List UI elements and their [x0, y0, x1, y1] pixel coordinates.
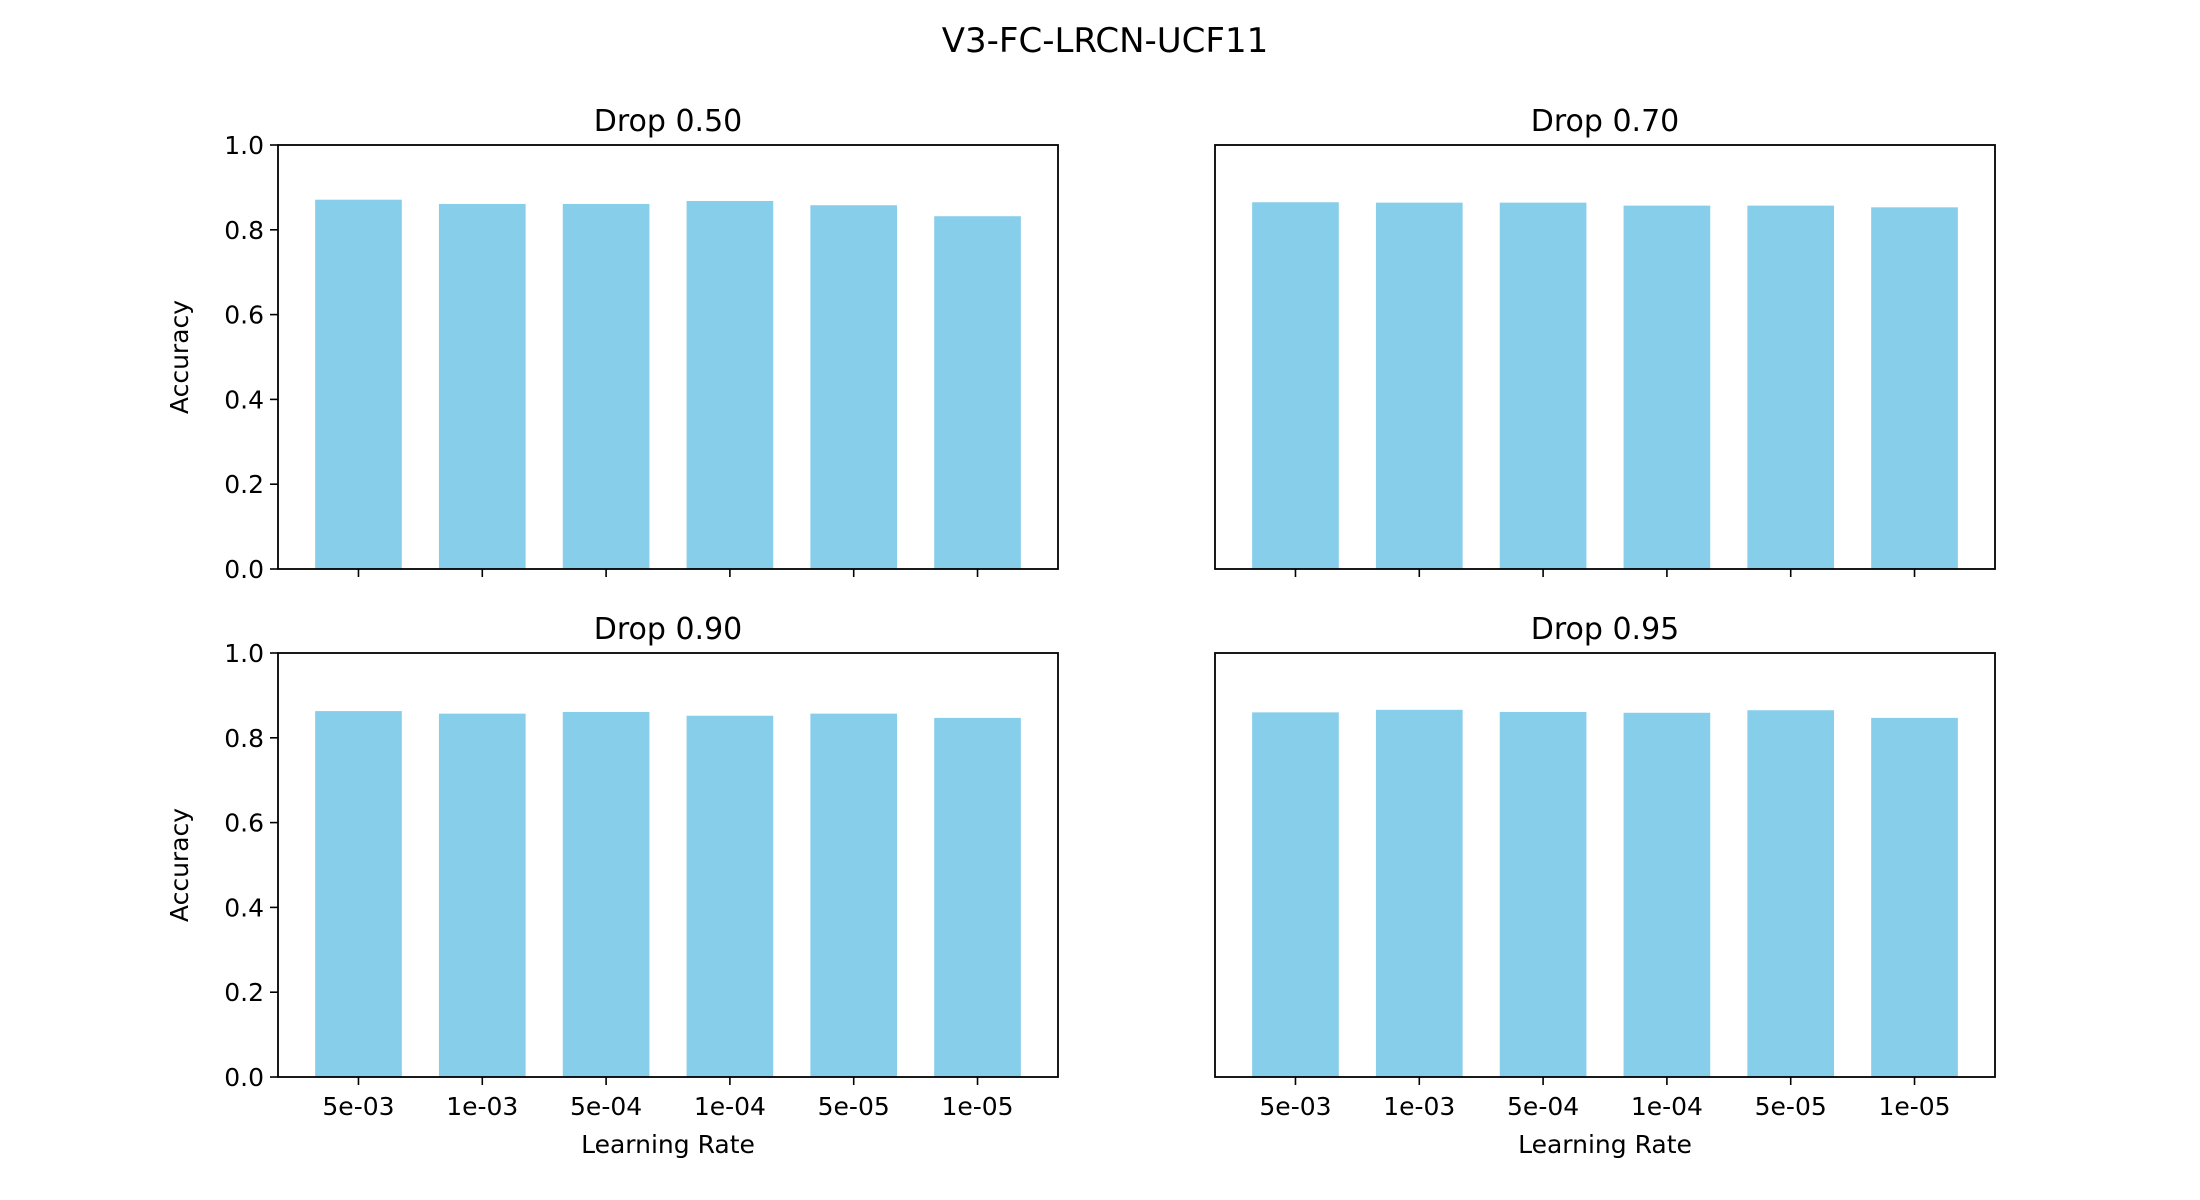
subplot-2: Drop 0.70	[1214, 104, 1996, 577]
bar	[1252, 202, 1339, 570]
x-tick-label: 5e-05	[818, 1092, 890, 1121]
x-tick-label: 1e-03	[1383, 1092, 1455, 1121]
subplot-4: Drop 0.95 5e-03 1e-03 5e-04 1e-04 5e-05 1e-05 L…	[1214, 612, 1996, 1159]
x-tick-label: 5e-03	[322, 1092, 394, 1121]
bar	[438, 203, 526, 569]
x-axis-label: Learning Rate	[581, 1130, 755, 1159]
axes-frame	[277, 652, 1059, 1078]
subplot-title: Drop 0.50	[594, 104, 743, 139]
x-tick-label: 5e-04	[570, 1092, 642, 1121]
bar	[1252, 712, 1339, 1077]
bar	[1747, 205, 1835, 569]
subplots: Drop 0.500.00.20.40.60.81.0AccuracyDrop …	[165, 104, 1996, 1159]
x-tick-label: 5e-05	[1755, 1092, 1827, 1121]
bar	[438, 713, 526, 1077]
bar	[1375, 709, 1463, 1077]
y-tick-label: 1.0	[224, 131, 264, 160]
x-tick-label: 1e-04	[1631, 1092, 1703, 1121]
bar	[562, 711, 650, 1077]
x-tick-label: 1e-05	[1878, 1092, 1950, 1121]
bar	[686, 715, 774, 1077]
y-axis-label: Accuracy	[165, 808, 194, 922]
bar	[934, 717, 1021, 1077]
x-tick-label: 1e-03	[446, 1092, 518, 1121]
axes-frame	[277, 144, 1059, 570]
figure-title: V3-FC-LRCN-UCF11	[942, 21, 1269, 61]
x-tick-label: 5e-04	[1507, 1092, 1579, 1121]
y-axis-label: Accuracy	[165, 300, 194, 414]
y-tick-label: 0.8	[224, 216, 264, 245]
y-tick-label: 0.4	[224, 385, 264, 414]
subplot-1: Drop 0.50 0.0 0.2 0.4 0.6 0.8 1.0 Accuracy	[165, 104, 1059, 584]
bar	[315, 711, 402, 1077]
y-tick-label: 0.0	[224, 555, 264, 584]
bar	[1499, 711, 1587, 1077]
bar	[1871, 207, 1958, 569]
bar	[1623, 205, 1711, 569]
axes-frame	[1214, 652, 1996, 1078]
y-tick-label: 0.0	[224, 1063, 264, 1092]
subplot-3: Drop 0.90 0.0 0.2 0.4 0.6 0.8 1.0 5e-03 1e-03 5e-…	[165, 612, 1059, 1159]
subplot-title: Drop 0.95	[1531, 612, 1680, 647]
y-tick-label: 0.2	[224, 978, 264, 1007]
bar	[315, 199, 402, 569]
y-tick-label: 0.8	[224, 724, 264, 753]
bar	[810, 205, 898, 569]
y-tick-label: 0.2	[224, 470, 264, 499]
y-tick-label: 1.0	[224, 639, 264, 668]
x-axis-label: Learning Rate	[1518, 1130, 1692, 1159]
y-tick-label: 0.4	[224, 893, 264, 922]
bar	[810, 713, 898, 1077]
bar	[686, 200, 774, 569]
bar	[1871, 717, 1958, 1077]
bar	[1747, 710, 1835, 1077]
subplot-title: Drop 0.70	[1531, 104, 1680, 139]
x-tick-label: 1e-04	[694, 1092, 766, 1121]
bar	[1499, 202, 1587, 569]
x-tick-label: 1e-05	[941, 1092, 1013, 1121]
y-tick-label: 0.6	[224, 809, 264, 838]
bar	[934, 216, 1021, 570]
x-tick-label: 5e-03	[1259, 1092, 1331, 1121]
axes-frame	[1214, 144, 1996, 570]
bar	[1375, 202, 1463, 569]
bar	[1623, 712, 1711, 1077]
y-tick-label: 0.6	[224, 301, 264, 330]
subplot-title: Drop 0.90	[594, 612, 743, 647]
bar	[562, 203, 650, 569]
